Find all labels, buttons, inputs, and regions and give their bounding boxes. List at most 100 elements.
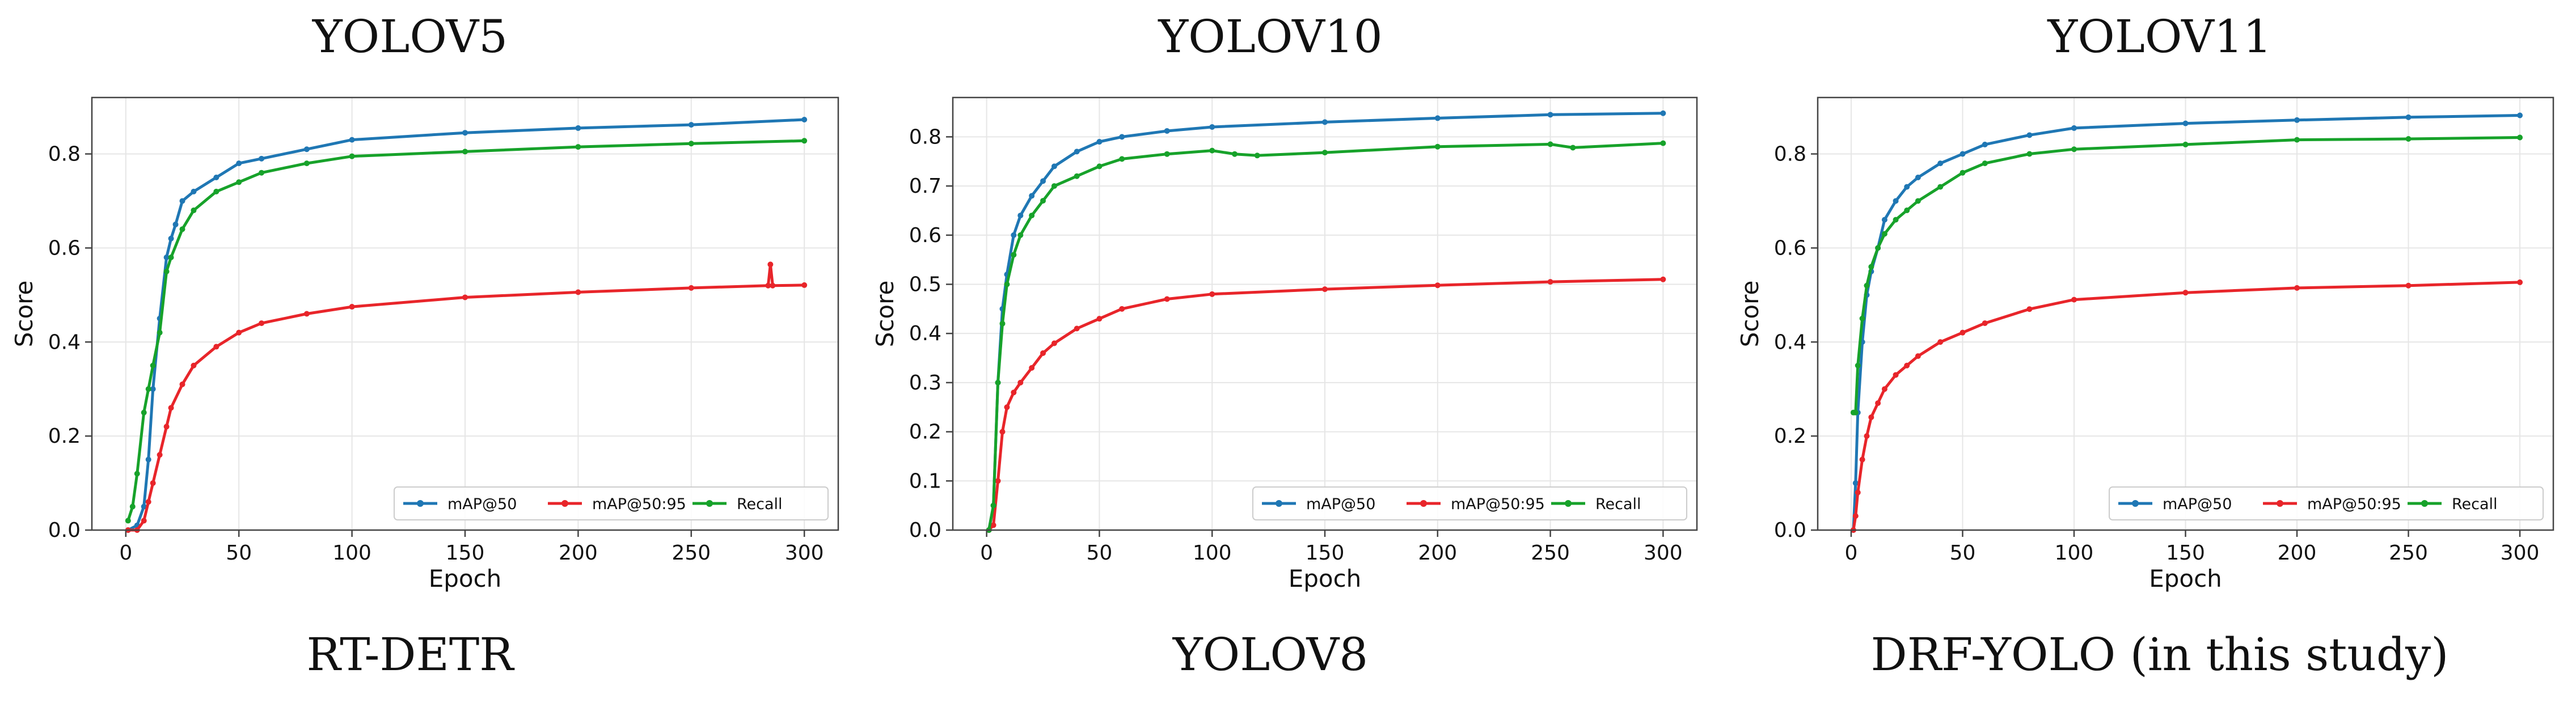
chart-panel-yolov11: 0 50 100 150 200 250 300 0.0 0.2 0.4 0.6 0.8 Epoch Sc… xyxy=(1736,96,2554,592)
data-point-recall xyxy=(1254,153,1260,159)
data-point-map-50 xyxy=(163,254,170,260)
x-tick-label: 100 xyxy=(2055,541,2094,565)
y-tick-label: 0.5 xyxy=(909,273,941,296)
data-point-recall xyxy=(462,149,468,155)
data-point-recall xyxy=(1859,315,1865,321)
data-point-map-50-95 xyxy=(1011,389,1017,396)
data-point-map-50-95 xyxy=(462,294,468,300)
data-point-map-50-95 xyxy=(1982,320,1988,327)
data-point-recall xyxy=(150,362,156,369)
data-point-map-50-95 xyxy=(168,405,174,411)
data-point-recall xyxy=(1915,198,1921,204)
legend-label-map-50-95: mAP@50:95 xyxy=(1451,496,1545,513)
legend-label-recall: Recall xyxy=(2452,496,2498,513)
data-point-recall xyxy=(1875,245,1881,251)
data-point-map-50-95 xyxy=(1855,489,1861,496)
x-tick-label: 300 xyxy=(1644,541,1683,565)
data-point-map-50-95 xyxy=(303,311,310,317)
chart-panel-yolov10: 0 50 100 150 200 250 300 0.0 0.1 0.2 0.3 0.4 0.5 0.6 0… xyxy=(871,96,1698,592)
data-point-recall xyxy=(1904,207,1910,214)
data-point-recall xyxy=(2517,134,2523,141)
y-tick-label: 0.4 xyxy=(1774,331,1806,354)
data-point-map-50 xyxy=(1322,119,1328,125)
data-point-map-50-95 xyxy=(1904,362,1910,369)
data-point-recall xyxy=(349,153,355,159)
data-point-recall xyxy=(1893,217,1899,223)
chart-title-3: YOLOV11 xyxy=(2047,10,2271,63)
data-point-map-50-95 xyxy=(236,329,242,336)
x-tick-label: 50 xyxy=(226,541,252,565)
data-point-map-50-95 xyxy=(1119,306,1125,312)
data-point-map-50 xyxy=(575,125,581,131)
data-point-map-50-95 xyxy=(145,499,151,505)
x-tick-label: 200 xyxy=(2278,541,2317,565)
data-point-recall xyxy=(1852,409,1859,416)
data-point-map-50 xyxy=(172,221,179,227)
legend-label-map-50: mAP@50 xyxy=(1306,496,1375,513)
legend-marker-map-50 xyxy=(2132,500,2139,507)
data-point-map-50-95 xyxy=(141,518,147,524)
data-point-map-50 xyxy=(1051,163,1057,170)
data-point-recall xyxy=(1937,184,1944,190)
y-axis-label: Score xyxy=(10,281,38,348)
data-point-recall xyxy=(1011,252,1017,258)
x-tick-label: 50 xyxy=(1087,541,1113,565)
caption-rt-detr: RT-DETR xyxy=(306,628,515,681)
data-point-map-50-95 xyxy=(688,285,694,291)
data-point-map-50-95 xyxy=(1547,279,1553,285)
y-tick-label: 0.6 xyxy=(909,224,941,247)
legend-label-recall: Recall xyxy=(737,496,783,513)
data-point-recall xyxy=(163,268,170,274)
data-point-recall xyxy=(995,379,1001,386)
legend-label-map-50: mAP@50 xyxy=(2163,496,2232,513)
data-point-map-50-95 xyxy=(1937,339,1944,345)
series-line-recall xyxy=(126,139,805,522)
data-point-map-50 xyxy=(179,198,185,204)
data-point-map-50-95 xyxy=(179,381,185,387)
data-point-map-50-95 xyxy=(1915,353,1921,359)
data-point-recall xyxy=(303,160,310,167)
series-line-map-50 xyxy=(127,118,805,532)
legend-label-map-50-95: mAP@50:95 xyxy=(592,496,686,513)
data-point-map-50-95 xyxy=(1864,433,1870,439)
data-point-recall xyxy=(1960,170,1966,176)
y-tick-label: 0.8 xyxy=(1774,143,1806,166)
legend-marker-map-50-95 xyxy=(2277,500,2283,507)
series-line-map-50-95 xyxy=(128,262,805,532)
data-point-map-50 xyxy=(213,174,219,180)
data-point-map-50 xyxy=(1852,480,1859,486)
data-point-map-50 xyxy=(1074,149,1080,155)
data-point-recall xyxy=(1209,147,1215,154)
data-point-recall xyxy=(1660,140,1666,146)
data-point-map-50 xyxy=(1164,128,1170,134)
legend-marker-map-50-95 xyxy=(1420,500,1427,507)
series-line-recall xyxy=(987,142,1663,531)
data-point-recall xyxy=(1855,362,1861,369)
data-point-recall xyxy=(1231,151,1238,157)
chart-panel-yolov5: 0 50 100 150 200 250 300 0.0 0.2 0.4 0.6 0.8 Epoch Sc… xyxy=(10,96,839,592)
data-point-recall xyxy=(129,503,136,510)
data-point-recall xyxy=(157,329,163,336)
data-point-map-50 xyxy=(259,155,265,162)
data-point-map-50-95 xyxy=(2026,306,2033,312)
y-tick-label: 0.1 xyxy=(909,469,941,493)
data-point-map-50-95 xyxy=(349,304,355,310)
y-tick-label: 0.7 xyxy=(909,175,941,198)
y-tick-label: 0.0 xyxy=(909,519,941,542)
data-point-map-50 xyxy=(349,137,355,143)
data-point-map-50 xyxy=(1096,139,1103,145)
data-point-map-50 xyxy=(1982,141,1988,147)
data-point-map-50-95 xyxy=(1096,316,1103,322)
data-point-map-50 xyxy=(2294,117,2300,123)
x-tick-label: 150 xyxy=(446,541,485,565)
data-point-map-50 xyxy=(150,386,156,392)
data-point-recall xyxy=(1119,156,1125,162)
x-tick-label: 150 xyxy=(2166,541,2205,565)
y-tick-label: 0.2 xyxy=(909,421,941,444)
legend-box xyxy=(2109,486,2544,520)
x-tick-label: 50 xyxy=(1950,541,1976,565)
series-line-recall xyxy=(1853,136,2520,414)
data-point-recall xyxy=(125,518,131,524)
y-tick-label: 0.4 xyxy=(909,322,941,345)
data-point-map-50 xyxy=(2071,125,2077,131)
